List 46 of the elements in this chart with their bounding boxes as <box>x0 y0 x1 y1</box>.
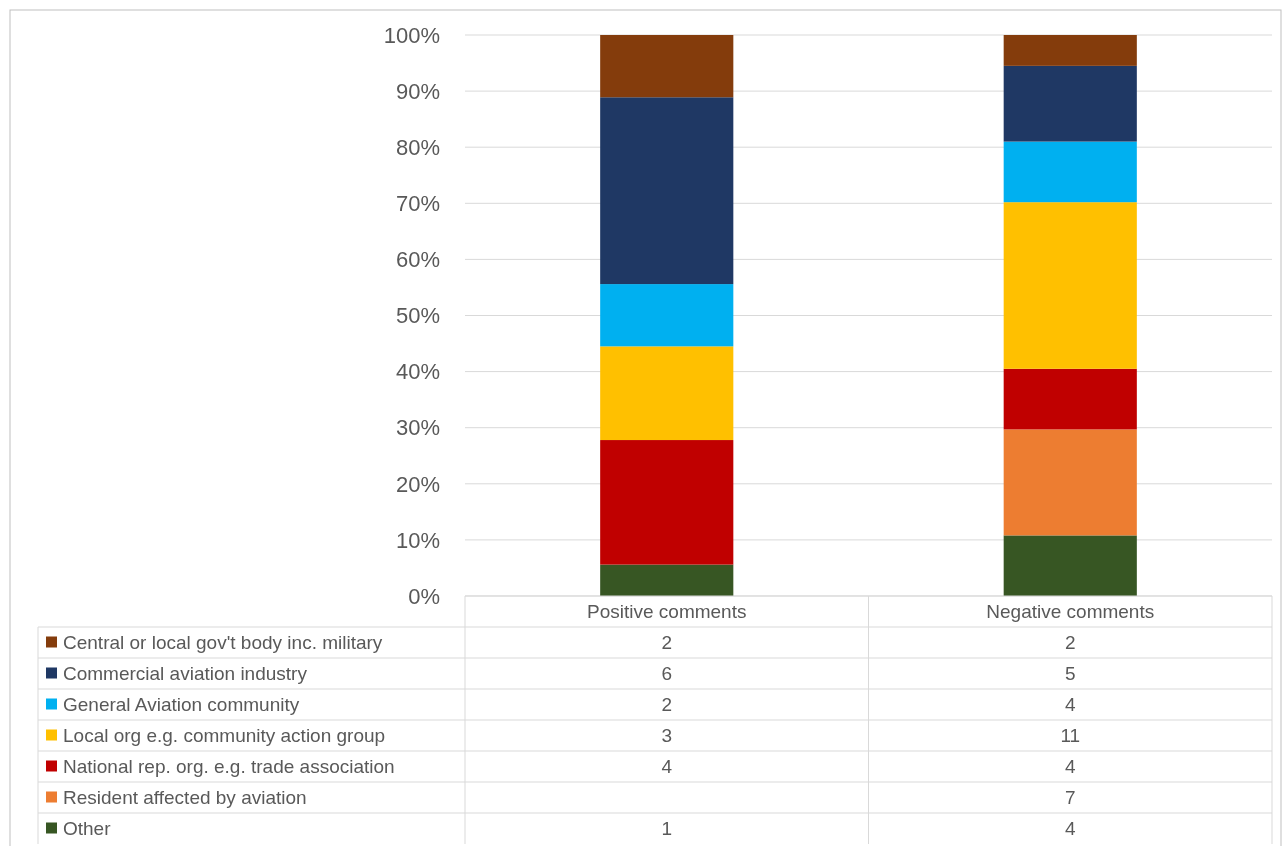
text: 5 <box>1064 663 1076 685</box>
bar <box>600 440 734 565</box>
y-tick-label: 30% <box>395 415 440 441</box>
y-tick-label: 0% <box>408 583 440 609</box>
y-tick-label: 100% <box>383 22 440 48</box>
text: 6 <box>661 663 673 685</box>
bar <box>1003 35 1137 66</box>
y-tick-label: 70% <box>395 191 440 216</box>
legend-label: General Aviation community <box>63 694 300 716</box>
y-tick-label: 90% <box>395 78 440 104</box>
bar <box>1003 65 1137 142</box>
bar <box>600 564 734 596</box>
text: 2 <box>661 694 673 716</box>
text: 7 <box>1064 787 1076 809</box>
bar <box>1003 141 1137 203</box>
legend-label: Local org e.g. community action group <box>63 725 386 747</box>
y-tick-label: 60% <box>395 247 440 273</box>
y-tick-label: 20% <box>395 471 440 497</box>
legend-label: Central or local gov't body inc. military <box>63 632 383 654</box>
bar <box>1003 202 1137 369</box>
bar <box>600 284 734 347</box>
bar <box>600 97 734 285</box>
text: 4 <box>1064 818 1076 840</box>
y-tick-label: 10% <box>395 527 440 553</box>
text: 2 <box>661 632 673 654</box>
text: 4 <box>1064 694 1076 716</box>
bar <box>600 35 734 98</box>
bar <box>600 346 734 441</box>
x-tick-label: Positive comments <box>587 601 747 623</box>
legend-label: Resident affected by aviation <box>63 787 307 809</box>
text: 2 <box>1064 632 1076 654</box>
y-tick-label: 40% <box>395 359 440 385</box>
legend-label: Other <box>63 818 112 840</box>
text: 1 <box>661 818 673 840</box>
bar <box>1003 429 1137 536</box>
legend-label: National rep. org. e.g. trade association <box>63 756 395 778</box>
y-tick-label: 50% <box>395 303 440 329</box>
bar <box>1003 368 1137 430</box>
bar <box>1003 535 1137 596</box>
legend-label: Commercial aviation industry <box>63 663 308 685</box>
text: 4 <box>1064 756 1076 778</box>
text: 3 <box>661 725 673 747</box>
y-tick-label: 80% <box>395 134 440 160</box>
x-tick-label: Negative comments <box>986 601 1155 623</box>
text: 11 <box>1060 725 1081 747</box>
text: 4 <box>661 756 673 778</box>
